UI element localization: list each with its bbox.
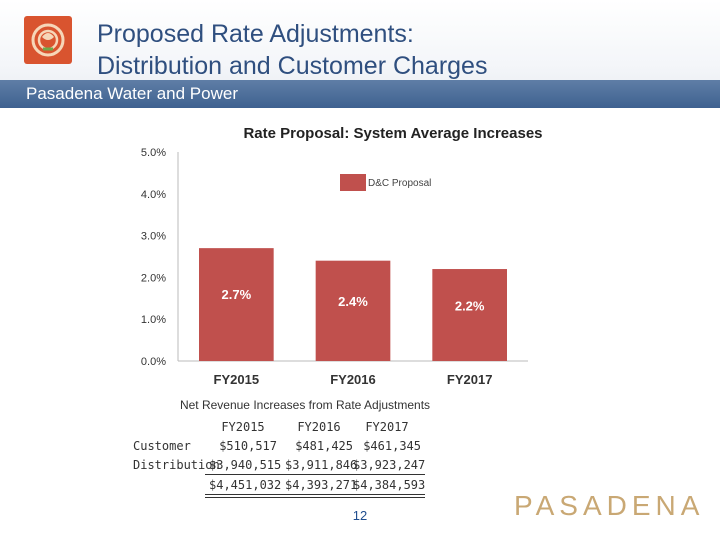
table-cell: $3,911,846 (285, 458, 358, 472)
table-row-customer: Customer $510,517 $481,425 $461,345 (125, 439, 435, 457)
bar-data-label: 2.7% (222, 287, 252, 302)
y-tick-label: 3.0% (141, 231, 166, 243)
slide-subtitle: Pasadena Water and Power (26, 84, 238, 103)
table-cell: $3,923,247 (353, 458, 426, 472)
table-cell: $481,425 (295, 439, 353, 453)
table-total-cell: $4,384,593 (353, 478, 426, 492)
page-number: 12 (352, 508, 368, 523)
table-caption: Net Revenue Increases from Rate Adjustme… (179, 398, 431, 412)
column-header: FY2016 (297, 420, 341, 434)
bar-data-label: 2.4% (338, 294, 368, 309)
header-bar (0, 80, 720, 108)
legend-swatch (340, 174, 366, 191)
row-label: Customer (133, 439, 191, 453)
bar-data-label: 2.2% (455, 298, 485, 313)
x-tick-label: FY2017 (447, 372, 493, 387)
table-total-cell: $4,451,032 (209, 478, 282, 492)
column-header: FY2015 (221, 420, 265, 434)
y-tick-label: 1.0% (141, 314, 166, 326)
title-line-1: Proposed Rate Adjustments: (97, 20, 414, 48)
y-tick-label: 4.0% (141, 189, 166, 201)
total-double-rule (205, 497, 425, 498)
y-tick-label: 5.0% (141, 147, 166, 159)
table-cell: $461,345 (363, 439, 421, 453)
bar (315, 260, 391, 361)
slide-title: Proposed Rate Adjustments: Distribution … (97, 18, 657, 82)
y-tick-label: 2.0% (141, 272, 166, 284)
table-cell: $3,940,515 (209, 458, 282, 472)
legend-label: D&C Proposal (368, 178, 431, 189)
bar (432, 269, 507, 361)
total-rule (205, 494, 425, 495)
table-row-distribution: Distribution $3,940,515 $3,911,846 $3,92… (125, 458, 435, 476)
table-row-total: $4,451,032 $4,393,271 $4,384,593 (125, 478, 435, 496)
table-header-row: FY2015 FY2016 FY2017 (125, 420, 435, 438)
column-header: FY2017 (365, 420, 409, 434)
x-tick-label: FY2016 (330, 372, 376, 387)
table-total-cell: $4,393,271 (285, 478, 358, 492)
bar-chart: Rate Proposal: System Average Increases … (141, 125, 543, 387)
rose-logo-icon (24, 16, 72, 64)
x-tick-label: FY2015 (214, 372, 260, 387)
bar (199, 248, 274, 361)
chart-title: Rate Proposal: System Average Increases (243, 125, 542, 142)
row-label: Distribution (133, 458, 220, 472)
title-line-2: Distribution and Customer Charges (97, 52, 488, 80)
sum-rule (205, 474, 425, 475)
slide-header: Proposed Rate Adjustments: Distribution … (0, 0, 720, 108)
y-tick-label: 0.0% (141, 356, 166, 368)
pasadena-brand-logo: PASADENA (514, 490, 705, 521)
table-cell: $510,517 (219, 439, 277, 453)
